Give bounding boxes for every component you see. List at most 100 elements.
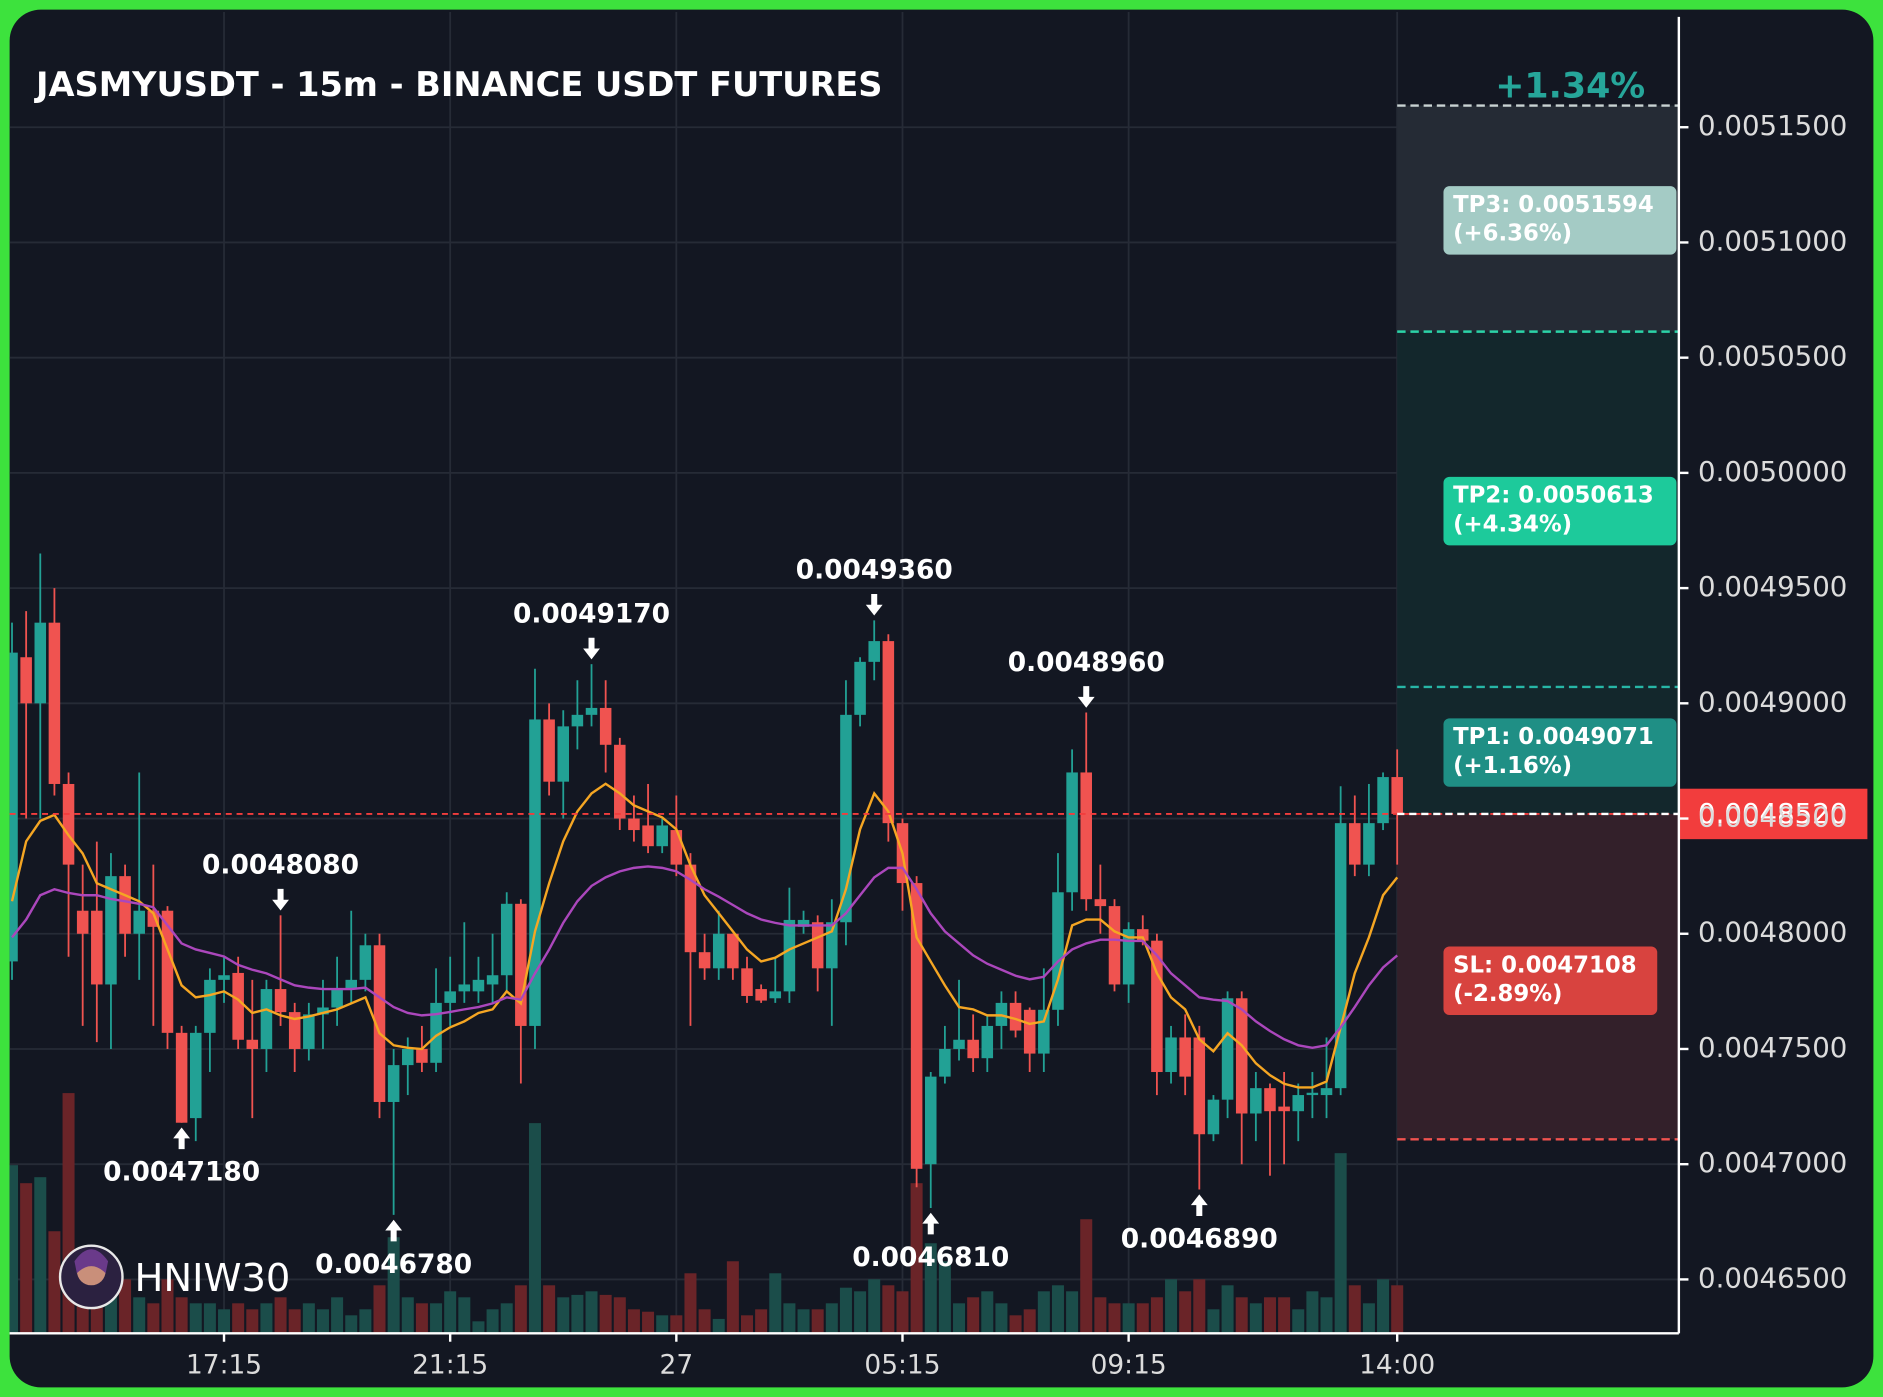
candle-body: [76, 910, 89, 934]
volume-bar: [331, 1297, 344, 1334]
volume-bar: [288, 1309, 301, 1334]
volume-bar: [1023, 1309, 1036, 1334]
y-tick-label: 0.0051500: [1698, 109, 1847, 142]
volume-bar: [1278, 1297, 1291, 1334]
candle-body: [981, 1025, 994, 1059]
candle-body: [1377, 777, 1389, 824]
annotation-arrow: [1190, 1194, 1208, 1216]
volume-bar: [189, 1303, 202, 1334]
candle-body: [910, 883, 923, 1169]
candle-body: [924, 1076, 937, 1165]
volume-bar: [246, 1309, 259, 1334]
volume-bar: [1362, 1303, 1375, 1334]
candle-body: [727, 933, 739, 969]
candle-body: [9, 652, 18, 962]
y-tick-label: 0.0047000: [1698, 1146, 1847, 1179]
volume-bar: [1306, 1291, 1319, 1334]
volume-bar: [967, 1297, 980, 1334]
candle-body: [62, 783, 75, 865]
volume-bar: [726, 1261, 739, 1334]
last-price-tag: [1678, 788, 1868, 840]
volume-bar: [854, 1291, 867, 1334]
candle-body: [769, 991, 782, 999]
high-label: 0.0048080: [202, 850, 359, 881]
candle-body: [741, 968, 753, 996]
target-box: [1443, 186, 1677, 255]
volume-bar: [656, 1315, 669, 1334]
low-label: 0.0046890: [1121, 1223, 1278, 1254]
annotation-arrow: [583, 637, 600, 660]
candle-body: [416, 1048, 428, 1063]
y-tick-label: 0.0051000: [1698, 224, 1847, 257]
y-tick-label: 0.0049000: [1698, 685, 1847, 718]
volume-bar: [557, 1297, 570, 1334]
candle-body: [684, 864, 697, 953]
volume-bar: [147, 1303, 160, 1334]
volume-bar: [1051, 1285, 1064, 1334]
volume-bar: [825, 1303, 838, 1334]
candle-body: [486, 975, 499, 985]
volume-bar: [1221, 1285, 1234, 1334]
volume-bar: [1391, 1285, 1404, 1334]
x-tick-label: 09:15: [1091, 1349, 1167, 1380]
candle-body: [373, 945, 386, 1102]
candle-body: [797, 919, 810, 927]
candle-body: [854, 661, 866, 715]
candle-body: [1038, 1009, 1050, 1054]
candle-body: [274, 989, 287, 1013]
volume-bar: [514, 1285, 527, 1334]
trade-change: +1.34%: [1495, 67, 1645, 107]
candle-body: [1066, 772, 1078, 893]
candle-body: [1137, 929, 1149, 941]
candle-body: [1207, 1099, 1220, 1135]
indicator-line: [11, 865, 1399, 1050]
volume-bar: [528, 1123, 541, 1334]
candle-body: [571, 714, 584, 727]
candle-body: [1179, 1037, 1191, 1077]
candle-body: [953, 1039, 965, 1049]
y-tick-label: 0.0050000: [1698, 455, 1847, 488]
volume-bar: [1094, 1297, 1107, 1334]
volume-bar: [613, 1297, 626, 1334]
candle-body: [387, 1065, 400, 1102]
low-label: 0.0046810: [852, 1242, 1009, 1273]
candle-body: [1306, 1092, 1319, 1096]
x-tick-label: 21:15: [412, 1349, 488, 1380]
volume-bar: [500, 1303, 513, 1334]
x-tick-label: 05:15: [864, 1349, 940, 1380]
candle-body: [232, 972, 244, 1040]
volume-bar: [571, 1294, 584, 1334]
candle-body: [48, 622, 61, 784]
y-tick-label: 0.0046500: [1698, 1261, 1847, 1294]
candle-body: [133, 910, 145, 934]
volume-bar: [868, 1279, 881, 1334]
volume-bar: [472, 1321, 485, 1334]
volume-bar: [119, 1279, 132, 1334]
volume-bar: [995, 1303, 1008, 1334]
x-tick-label: 17:15: [186, 1349, 262, 1380]
y-tick-label: 0.0047500: [1698, 1031, 1847, 1064]
candle-body: [1334, 823, 1347, 1089]
volume-bar: [486, 1309, 499, 1334]
volume-bar: [1080, 1219, 1093, 1334]
target-pct: (+1.16%): [1453, 753, 1572, 779]
candle-body: [430, 1002, 442, 1063]
candle-body: [642, 825, 654, 847]
candle-body: [557, 726, 570, 782]
volume-bar: [1292, 1309, 1305, 1334]
candle-body: [20, 657, 32, 704]
candle-body: [444, 991, 456, 1003]
candle-body: [1193, 1037, 1206, 1135]
volume-bar: [175, 1297, 188, 1334]
candle-body: [458, 984, 471, 992]
stop-box: [1443, 946, 1658, 1016]
y-tick-label: 0.0048500: [1698, 801, 1847, 834]
volume-bar: [797, 1309, 810, 1334]
candle-body: [811, 922, 824, 969]
volume-bar: [1037, 1291, 1050, 1334]
candle-body: [868, 641, 880, 662]
volume-bar: [401, 1297, 414, 1334]
candle-body: [1165, 1037, 1177, 1073]
annotation-arrow: [385, 1219, 403, 1242]
volume-bar: [20, 1183, 33, 1334]
